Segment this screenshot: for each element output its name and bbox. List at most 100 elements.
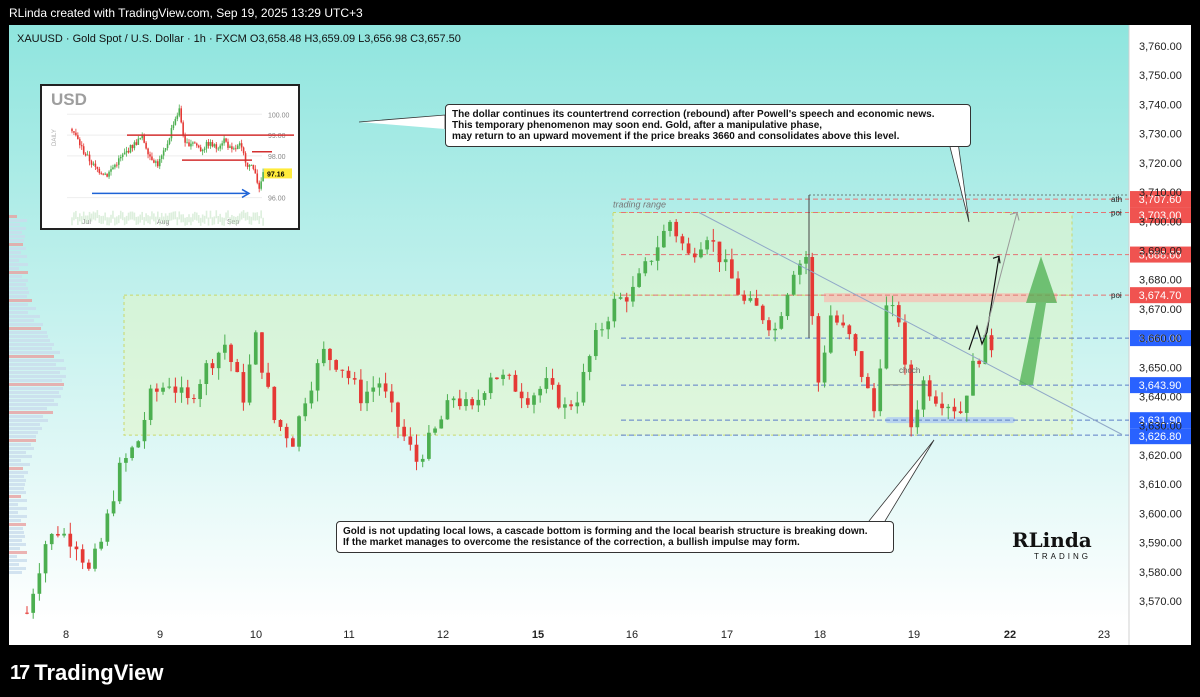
- candle-body: [717, 241, 722, 263]
- profile-bar: [9, 491, 26, 494]
- profile-bar: [9, 275, 22, 278]
- inset-candle-body: [153, 160, 155, 163]
- candle-body: [853, 334, 858, 352]
- candle-body: [525, 398, 530, 405]
- candle-body: [179, 387, 184, 393]
- inset-volume-bar: [174, 211, 177, 220]
- bottom-bar: 17 TradingView: [0, 645, 1200, 697]
- candle-body: [600, 329, 604, 331]
- inset-candle-body: [211, 142, 214, 147]
- inset-volume-bar: [110, 214, 112, 223]
- inset-candle-body: [256, 173, 259, 183]
- inset-candle-body: [82, 146, 85, 154]
- inset-volume-bar: [160, 212, 163, 221]
- inset-volume-bar: [225, 212, 227, 221]
- candle-body: [847, 325, 852, 335]
- inset-volume-bar: [151, 211, 153, 220]
- inset-volume-bar: [209, 210, 212, 219]
- profile-bar: [9, 355, 54, 358]
- inset-candle-body: [90, 161, 93, 165]
- poi-zone: [824, 293, 1057, 303]
- y-tick-label: 3,690.00: [1139, 245, 1182, 257]
- chart-frame[interactable]: trading range ath poi poi 3,707.60 3,703.00 3…: [9, 25, 1191, 645]
- candle-body: [476, 399, 481, 406]
- inset-volume-bar: [182, 214, 184, 223]
- inset-volume-bar: [207, 217, 210, 226]
- profile-bar: [9, 439, 36, 442]
- candle-body: [550, 378, 555, 385]
- profile-bar: [9, 571, 22, 574]
- inset-volume-bar: [121, 212, 124, 221]
- x-tick-label: 12: [437, 629, 449, 641]
- inset-volume-bar: [205, 210, 208, 219]
- inset-volume-bar: [147, 215, 149, 224]
- profile-bar: [9, 483, 25, 486]
- level-price-label: 3,703.00: [1139, 210, 1182, 222]
- level-tag: ath: [1111, 195, 1122, 204]
- inset-candle-body: [194, 142, 196, 144]
- profile-bar: [9, 379, 62, 382]
- candle-body: [804, 257, 808, 264]
- profile-bar: [9, 247, 26, 250]
- candle-body: [210, 363, 215, 369]
- candle-body: [464, 399, 468, 407]
- inset-candle-body: [240, 143, 243, 148]
- profile-bar: [9, 531, 24, 534]
- candle-body: [872, 388, 876, 412]
- inset-candle-body: [180, 108, 182, 123]
- inset-candle-body: [182, 122, 184, 136]
- x-tick-label: 10: [250, 629, 262, 641]
- candle-body: [56, 533, 60, 536]
- candle-body: [705, 240, 709, 250]
- inset-volume-bar: [84, 215, 87, 224]
- tradingview-logo[interactable]: 17 TradingView: [10, 660, 163, 686]
- inset-volume-bar: [260, 210, 262, 219]
- candle-body: [235, 362, 240, 373]
- note-bottom: Gold is not updating local lows, a casca…: [336, 521, 894, 553]
- inset-volume-bar: [252, 212, 255, 221]
- y-tick-label: 3,630.00: [1139, 421, 1182, 433]
- candle-body: [556, 384, 561, 408]
- inset-candle-body: [135, 142, 138, 145]
- profile-bar: [9, 271, 28, 274]
- candle-body: [291, 438, 295, 447]
- level-price-label-bg: [1130, 287, 1191, 304]
- inset-volume-bar: [188, 214, 190, 223]
- inset-volume-bar: [98, 214, 101, 223]
- candle-body: [723, 259, 728, 263]
- profile-bar: [9, 559, 27, 562]
- inset-y-tick: 98.00: [268, 154, 286, 161]
- candle-body: [414, 444, 419, 462]
- profile-bar: [9, 243, 23, 246]
- profile-bar: [9, 371, 60, 374]
- y-tick-label: 3,750.00: [1139, 70, 1182, 82]
- profile-bar: [9, 467, 23, 470]
- candle-body: [822, 352, 827, 383]
- candle-body: [934, 396, 938, 404]
- candle-body: [433, 428, 437, 433]
- inset-candle-body: [178, 108, 181, 116]
- inset-volume-bar: [155, 216, 157, 225]
- inset-candle-body: [102, 173, 104, 175]
- inset-volume-bar: [172, 211, 175, 220]
- inset-volume-bar: [240, 211, 243, 220]
- inset-candle-body: [73, 131, 75, 133]
- candle-body: [43, 544, 48, 574]
- profile-bar: [9, 515, 27, 518]
- inset-candle-body: [229, 146, 231, 148]
- inset-candle-body: [213, 144, 216, 147]
- y-tick-label: 3,680.00: [1139, 275, 1182, 287]
- inset-candle-body: [112, 167, 114, 170]
- profile-bar: [9, 471, 28, 474]
- candle-body: [396, 402, 400, 427]
- x-tick-label: 16: [626, 629, 638, 641]
- candle-body: [389, 391, 394, 403]
- inset-candle-body: [80, 145, 83, 147]
- level-price-label-bg: [1130, 428, 1191, 445]
- level-price-label: 3,631.90: [1139, 415, 1182, 427]
- inset-volume-bar: [114, 217, 116, 226]
- inset-x-tick: Jul: [82, 219, 91, 226]
- note-top-line: This temporary phenomenon may soon end. …: [452, 120, 823, 131]
- candle-body: [903, 322, 907, 365]
